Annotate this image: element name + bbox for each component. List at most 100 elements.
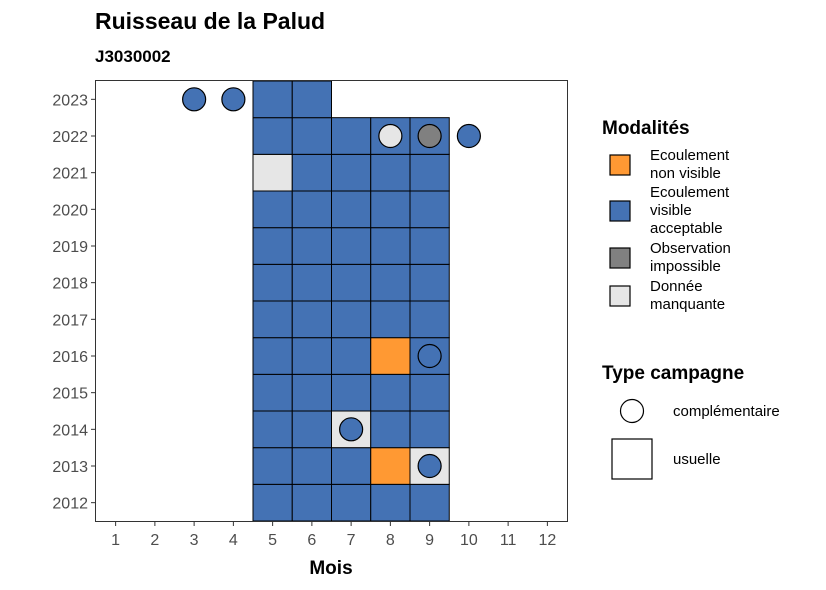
cell-2021-6 [291,153,332,192]
legend-label-oi: Observation [650,240,731,257]
cell-2012-8 [370,483,411,522]
cell-2019-9 [409,227,450,265]
plot-panel-border [95,80,568,522]
cell-2015-9 [409,373,450,412]
x-axis-title: Mois [309,558,352,579]
legend-label-oi: impossible [650,258,721,275]
legend-label-usuelle: usuelle [673,451,721,468]
y-tick-label-2022: 2022 [52,129,88,146]
x-tick-label-3: 3 [190,532,199,549]
cell-2019-5 [252,227,293,265]
point-2022-9 [417,123,442,149]
x-tick-label-1: 1 [111,532,120,549]
y-tick-label-2017: 2017 [52,312,88,329]
cell-2012-9 [409,483,450,522]
point-2014-7 [339,417,364,442]
cell-2021-8 [370,153,411,192]
cell-2015-5 [252,373,293,412]
y-tick-label-2023: 2023 [52,92,88,109]
legend-title-type-campagne: Type campagne [602,363,744,384]
cell-2021-7 [331,153,372,192]
point-2013-9 [417,453,442,479]
cell-2018-9 [409,263,450,302]
cell-2019-8 [370,227,411,265]
cell-2020-5 [252,190,293,229]
x-tick-label-8: 8 [386,532,395,549]
cell-2017-8 [370,300,411,339]
legend-key-va [609,200,631,222]
y-tick-label-2020: 2020 [52,202,88,219]
chart-title: Ruisseau de la Palud [95,8,325,34]
cell-2023-6 [291,80,332,119]
cell-2014-6 [291,410,332,449]
x-tick-label-10: 10 [460,532,478,549]
legend-label-va: visible [650,202,692,219]
cell-2022-7 [331,117,372,155]
cell-2013-6 [291,447,332,485]
cell-2016-8 [370,337,411,375]
cell-2019-7 [331,227,372,265]
legend-key-dm [609,285,631,307]
cell-2019-6 [291,227,332,265]
cell-2015-7 [331,373,372,412]
legend-label-complementaire: complémentaire [673,403,780,420]
legend-label-va: Ecoulement [650,184,730,201]
legend-key-complementaire [619,398,645,424]
y-tick-label-2012: 2012 [52,496,88,513]
cell-2012-5 [252,483,293,522]
cell-2021-5 [252,153,293,192]
cell-2021-9 [409,153,450,192]
cell-2020-7 [331,190,372,229]
legend-key-nv [609,154,631,176]
cell-2014-9 [409,410,450,449]
cell-2012-6 [291,483,332,522]
y-tick-label-2021: 2021 [52,166,88,183]
x-tick-label-7: 7 [347,532,356,549]
legend-label-nv: non visible [650,165,721,182]
cell-2015-6 [291,373,332,412]
point-2022-8 [378,123,403,149]
legend-key-usuelle [611,438,653,480]
x-axis: 1 2 3 4 5 6 7 8 9 10 11 12 [111,521,556,549]
x-tick-label-11: 11 [500,532,517,549]
y-tick-label-2016: 2016 [52,349,88,366]
cell-2022-5 [252,117,293,155]
cell-2018-8 [370,263,411,302]
y-tick-label-2014: 2014 [52,422,88,439]
legend-label-va: acceptable [650,220,723,237]
legend-label-nv: Ecoulement [650,147,730,164]
cell-2020-9 [409,190,450,229]
cell-2016-5 [252,337,293,375]
cell-2017-9 [409,300,450,339]
point-2016-9 [417,343,442,369]
complementary-campaign-points [182,87,481,479]
cell-2012-7 [331,483,372,522]
cell-2017-5 [252,300,293,339]
legend-label-dm: manquante [650,296,725,313]
x-tick-label-2: 2 [150,532,159,549]
cell-2016-7 [331,337,372,375]
cell-2020-6 [291,190,332,229]
usual-campaign-cells [252,80,450,522]
y-tick-label-2018: 2018 [52,276,88,293]
cell-2020-8 [370,190,411,229]
cell-2013-8 [370,447,411,485]
cell-2023-5 [252,80,293,119]
point-2023-4 [221,87,246,112]
y-tick-label-2013: 2013 [52,459,88,476]
cell-2014-5 [252,410,293,449]
x-tick-label-9: 9 [425,532,434,549]
cell-2017-6 [291,300,332,339]
cell-2014-8 [370,410,411,449]
cell-2022-6 [291,117,332,155]
chart-subtitle: J3030002 [95,47,171,66]
legend-label-dm: Donnée [650,278,703,295]
x-tick-label-5: 5 [268,532,277,549]
cell-2015-8 [370,373,411,412]
cell-2018-6 [291,263,332,302]
cell-2016-6 [291,337,332,375]
cell-2013-5 [252,447,293,485]
legend-title-modalites: Modalités [602,118,690,139]
